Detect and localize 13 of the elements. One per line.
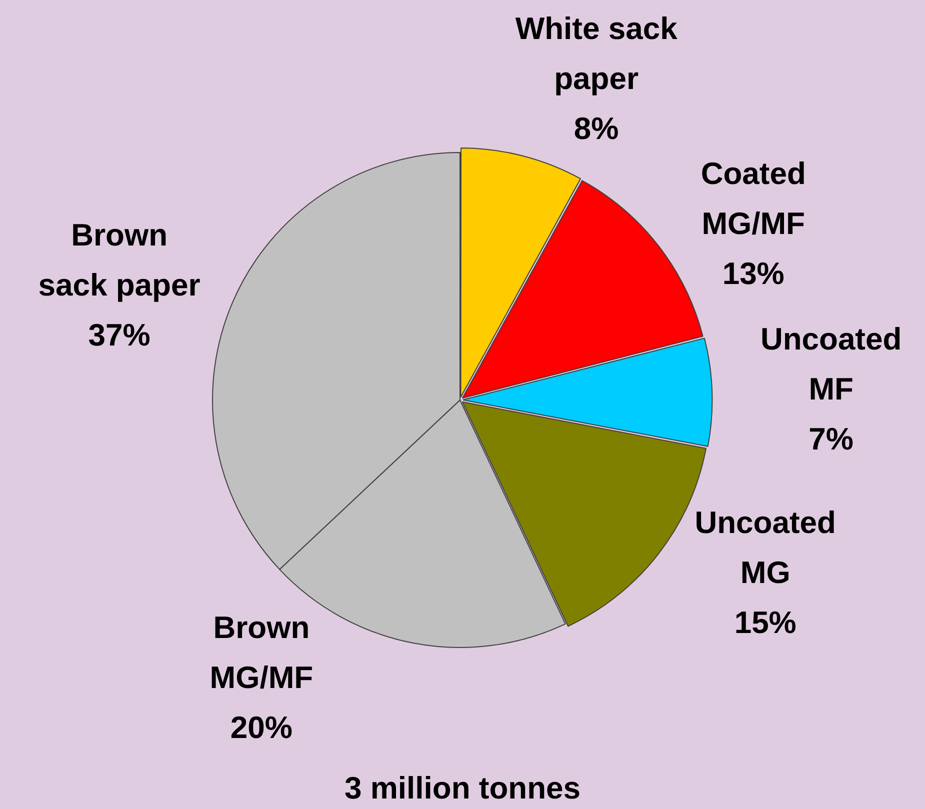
data-label: 37%	[88, 318, 150, 353]
data-label: 20%	[230, 710, 292, 746]
slice-label: White sack paper	[515, 10, 678, 96]
slice-label: Uncoated MF	[760, 322, 902, 407]
data-label: 15%	[734, 604, 796, 640]
slice-label: Coated MG/MF	[700, 156, 806, 242]
data-label: 8%	[574, 110, 619, 146]
data-label: 13%	[722, 256, 784, 292]
data-label: 7%	[808, 422, 854, 457]
text: 3 million tonnes	[344, 770, 580, 806]
slice-label: Brown sack paper	[38, 218, 200, 303]
slice-label: Brown MG/MF	[210, 610, 314, 696]
slice-label: Uncoated MG	[694, 504, 836, 590]
